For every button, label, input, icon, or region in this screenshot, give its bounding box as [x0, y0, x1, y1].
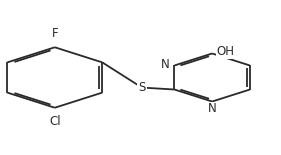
Text: N: N	[208, 102, 217, 115]
Text: OH: OH	[216, 45, 234, 58]
Text: S: S	[138, 81, 146, 94]
Text: F: F	[51, 27, 58, 40]
Text: Cl: Cl	[49, 115, 61, 128]
Text: N: N	[161, 58, 169, 71]
